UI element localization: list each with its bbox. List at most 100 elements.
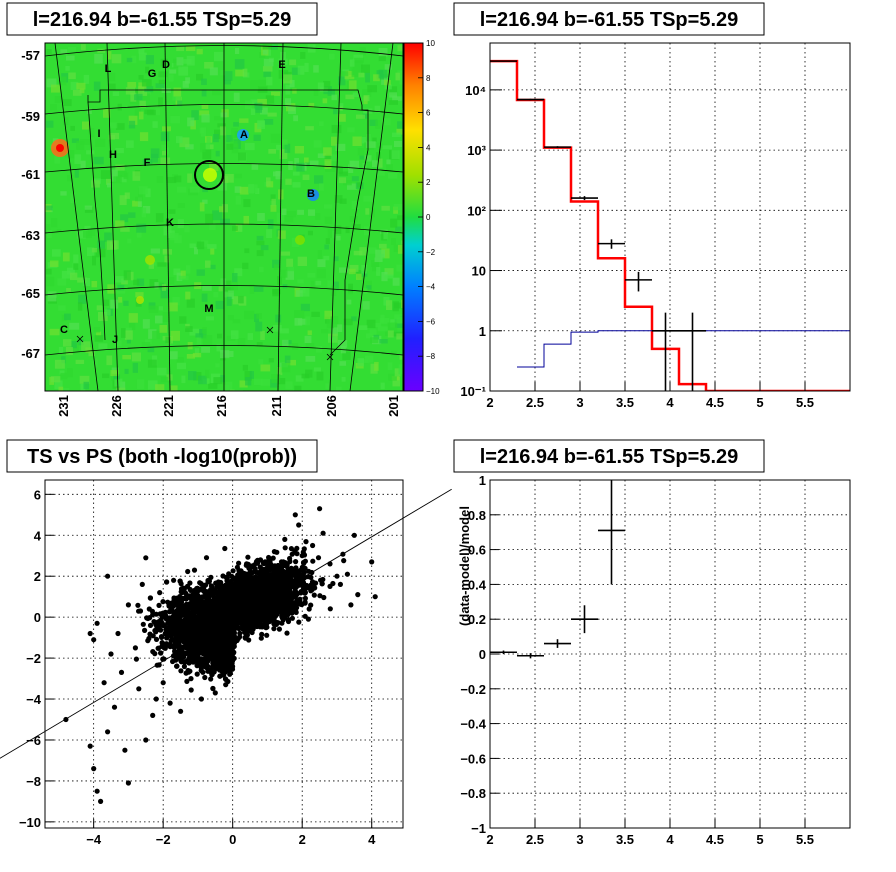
skymap-pixel [106, 355, 113, 366]
skymap-pixel [220, 218, 230, 225]
skymap-pixel [180, 270, 186, 279]
skymap-pixel [170, 330, 180, 341]
skymap-pixel [51, 218, 58, 228]
skymap-pixel [119, 195, 127, 206]
ts-ps-point [153, 622, 159, 628]
spectrum-frame [489, 42, 851, 392]
spectrum-data-point [652, 312, 679, 391]
skymap-pixel [281, 362, 291, 373]
skymap-pixel [202, 335, 213, 345]
skymap-pixel [238, 224, 243, 232]
skymap-pixel [271, 374, 281, 384]
skymap-pixel [330, 316, 339, 325]
skymap-pixel [257, 86, 268, 93]
skymap-pixel [68, 72, 76, 80]
skymap-pixel [390, 218, 398, 228]
skymap-pixel [205, 316, 214, 321]
skymap-pixel [323, 80, 331, 91]
skymap-pixel [124, 330, 133, 340]
skymap-pixel [337, 324, 343, 332]
skymap-pixel [347, 183, 357, 190]
ts-ps-point [179, 603, 185, 610]
skymap-x-tick: 221 [161, 395, 176, 417]
ts-ps-point [173, 657, 179, 663]
ts-ps-point [203, 555, 210, 561]
skymap-pixel [61, 356, 66, 364]
skymap-pixel [270, 44, 278, 50]
skymap-pixel [294, 385, 302, 391]
skymap-pixel [186, 55, 195, 66]
skymap-pixel [253, 286, 264, 292]
skymap-pixel [305, 316, 310, 326]
skymap-pixel [226, 296, 232, 306]
skymap-pixel [386, 164, 393, 171]
skymap-pixel [58, 346, 64, 354]
skymap-pixel [353, 250, 363, 256]
skymap-pixel [260, 379, 271, 386]
skymap-pixel [397, 45, 403, 52]
skymap-pixel [391, 238, 396, 245]
skymap-pixel [292, 343, 299, 350]
ts-ps-point [303, 539, 309, 545]
skymap-pixel [305, 356, 316, 362]
skymap-pixel [316, 345, 323, 353]
ts-ps-point [221, 611, 228, 617]
model-component-line [517, 330, 850, 368]
skymap-pixel [317, 259, 326, 268]
skymap-pixel [215, 300, 224, 310]
skymap-pixel [196, 73, 204, 81]
skymap-pixel [107, 183, 113, 188]
colorbar-tick-label: 6 [426, 109, 431, 118]
skymap-pixel [397, 244, 403, 254]
skymap-pixel [337, 339, 348, 348]
skymap-pixel [159, 325, 168, 333]
ts-ps-point [192, 642, 198, 648]
spectrum-data-point [571, 196, 598, 201]
skymap-pixel [331, 94, 337, 101]
skymap-pixel [348, 80, 357, 90]
skymap-pixel [224, 280, 232, 286]
skymap-pixel [230, 282, 238, 291]
skymap-pixel [324, 159, 332, 169]
spectrum-data-point [517, 98, 544, 101]
skymap-pixel [138, 186, 148, 195]
ts-ps-point [177, 578, 183, 584]
skymap-pixel [58, 386, 64, 391]
skymap-pixel [289, 59, 297, 66]
ts-ps-point [166, 603, 172, 609]
skymap-pixel [295, 290, 304, 297]
skymap-pixel [52, 249, 61, 257]
skymap-pixel [185, 323, 190, 329]
skymap-pixel [142, 319, 150, 329]
ts-ps-point [222, 648, 228, 654]
skymap-pixel [357, 182, 363, 188]
skymap-pixel [253, 134, 261, 141]
skymap-pixel [60, 76, 67, 86]
skymap-pixel [186, 298, 195, 308]
ts-ps-point [190, 657, 196, 663]
skymap-pixel [270, 133, 281, 143]
skymap-pixel [147, 347, 155, 353]
skymap-pixel [209, 67, 218, 76]
skymap-pixel [189, 243, 196, 249]
skymap-pixel [285, 381, 293, 390]
skymap-pixel [113, 175, 122, 184]
skymap-pixel [300, 303, 310, 312]
skymap-pixel [177, 219, 184, 229]
skymap-pixel [198, 375, 207, 385]
skymap-pixel [331, 136, 337, 146]
skymap-pixel [205, 213, 214, 224]
ts-ps-point [202, 614, 208, 620]
skymap-pixel [181, 375, 186, 384]
skymap-title: l=216.94 b=-61.55 TSp=5.29 [33, 9, 292, 31]
skymap-pixel [187, 117, 195, 127]
skymap-pixel [351, 68, 361, 77]
skymap-pixel [374, 361, 379, 371]
skymap-pixel [49, 328, 60, 336]
skymap-pixel [79, 88, 85, 94]
skymap-pixel [277, 230, 286, 239]
skymap-pixel [77, 302, 83, 311]
skymap-pixel [141, 207, 147, 218]
ts-ps-point [159, 634, 165, 640]
skymap-pixel [374, 105, 381, 113]
